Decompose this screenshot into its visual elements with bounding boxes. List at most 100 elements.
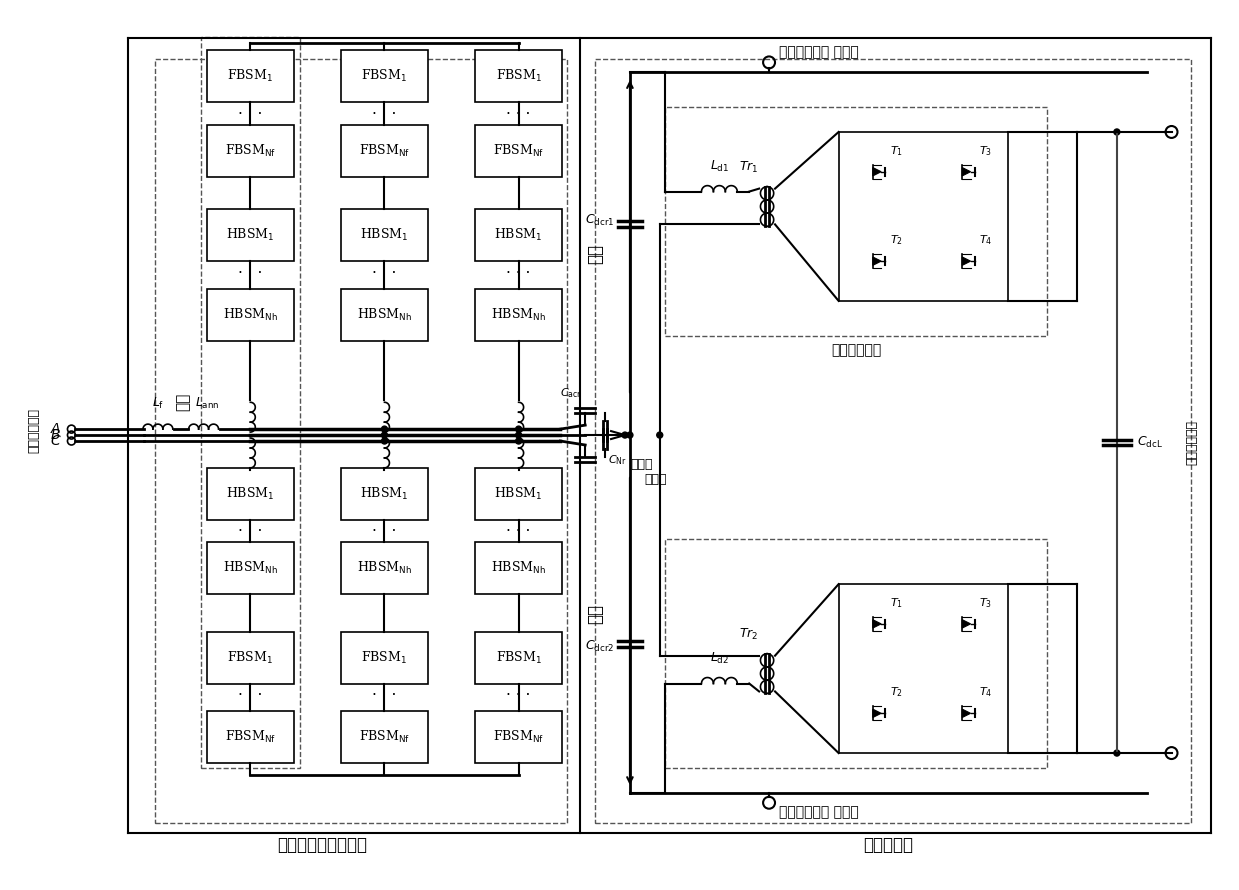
Circle shape [515, 426, 522, 432]
Text: $L_{\mathrm{d2}}$: $L_{\mathrm{d2}}$ [710, 651, 729, 666]
Bar [475, 711, 563, 763]
Text: FBSM$_{1}$: FBSM$_{1}$ [496, 650, 541, 666]
Text: FBSM$_{\mathrm{Nf}}$: FBSM$_{\mathrm{Nf}}$ [359, 729, 410, 745]
Text: 桥臂: 桥臂 [175, 393, 191, 411]
Text: FBSM$_{\mathrm{Nf}}$: FBSM$_{\mathrm{Nf}}$ [224, 142, 276, 159]
Bar [475, 468, 563, 520]
Text: $T_{2}$: $T_{2}$ [890, 685, 903, 700]
Text: FBSM$_{1}$: FBSM$_{1}$ [362, 650, 408, 666]
Text: · · ·: · · · [372, 107, 396, 122]
Bar [475, 209, 563, 261]
Text: A: A [51, 422, 61, 436]
Circle shape [515, 438, 522, 444]
Circle shape [1114, 750, 1120, 756]
Polygon shape [963, 257, 970, 265]
Text: 下側: 下側 [586, 604, 605, 624]
Circle shape [382, 426, 388, 432]
Text: HBSM$_{\mathrm{Nh}}$: HBSM$_{\mathrm{Nh}}$ [357, 307, 411, 323]
Bar [155, 60, 567, 822]
Text: FBSM$_{1}$: FBSM$_{1}$ [496, 69, 541, 85]
Circle shape [627, 432, 633, 438]
Text: 高频变换器: 高频变换器 [864, 837, 913, 854]
Bar [595, 60, 1192, 822]
Circle shape [1114, 129, 1120, 135]
Text: · · ·: · · · [238, 524, 263, 539]
Text: $Tr_{1}$: $Tr_{1}$ [740, 159, 760, 174]
Bar [475, 289, 563, 341]
Text: $L_{\mathrm{ann}}$: $L_{\mathrm{ann}}$ [196, 396, 219, 411]
Text: B: B [51, 428, 61, 442]
Bar [839, 584, 1007, 753]
Text: · · ·: · · · [372, 265, 396, 280]
Text: HBSM$_{1}$: HBSM$_{1}$ [227, 227, 275, 243]
Text: FBSM$_{\mathrm{Nf}}$: FBSM$_{\mathrm{Nf}}$ [493, 729, 544, 745]
Text: $T_{3}$: $T_{3}$ [979, 596, 992, 610]
Text: HBSM$_{\mathrm{Nh}}$: HBSM$_{\mathrm{Nh}}$ [491, 560, 546, 577]
Polygon shape [872, 167, 881, 176]
Text: FBSM$_{1}$: FBSM$_{1}$ [227, 69, 274, 85]
Text: 中性点: 中性点 [629, 458, 653, 472]
Text: $Tr_{2}$: $Tr_{2}$ [740, 627, 758, 642]
Text: HBSM$_{1}$: HBSM$_{1}$ [494, 486, 543, 502]
Text: 高频变换单元: 高频变换单元 [831, 344, 881, 358]
Text: HBSM$_{1}$: HBSM$_{1}$ [227, 486, 275, 502]
Circle shape [382, 432, 388, 438]
Bar [341, 542, 429, 594]
Text: FBSM$_{\mathrm{Nf}}$: FBSM$_{\mathrm{Nf}}$ [493, 142, 544, 159]
Bar [341, 711, 429, 763]
Text: HBSM$_{1}$: HBSM$_{1}$ [494, 227, 543, 243]
Bar [664, 107, 1047, 336]
Text: HBSM$_{\mathrm{Nh}}$: HBSM$_{\mathrm{Nh}}$ [357, 560, 411, 577]
Text: 高压直流母线 正母线: 高压直流母线 正母线 [779, 45, 859, 60]
Text: $T_{1}$: $T_{1}$ [890, 144, 903, 158]
Text: 模块化多电平换流器: 模块化多电平换流器 [276, 837, 367, 854]
Polygon shape [963, 619, 970, 628]
Bar [207, 289, 294, 341]
Bar [475, 632, 563, 684]
Text: $L_{\mathrm{d1}}$: $L_{\mathrm{d1}}$ [710, 158, 729, 174]
Bar [839, 132, 1007, 301]
Polygon shape [963, 167, 970, 176]
Text: 高压直流母线 负母线: 高压直流母线 负母线 [779, 805, 859, 820]
Text: $C_{\mathrm{dcr2}}$: $C_{\mathrm{dcr2}}$ [585, 639, 615, 654]
Polygon shape [963, 709, 970, 717]
Text: FBSM$_{1}$: FBSM$_{1}$ [362, 69, 408, 85]
Text: · · ·: · · · [372, 524, 396, 539]
Bar [664, 539, 1047, 768]
Text: $T_{1}$: $T_{1}$ [890, 596, 903, 610]
Text: · · ·: · · · [238, 265, 263, 280]
Text: $C_{\mathrm{dcr1}}$: $C_{\mathrm{dcr1}}$ [585, 214, 615, 229]
Text: C: C [51, 434, 61, 448]
Circle shape [382, 438, 388, 444]
Text: $T_{2}$: $T_{2}$ [890, 233, 903, 247]
Text: $T_{4}$: $T_{4}$ [979, 233, 992, 247]
Text: HBSM$_{\mathrm{Nh}}$: HBSM$_{\mathrm{Nh}}$ [223, 560, 278, 577]
Text: FBSM$_{1}$: FBSM$_{1}$ [227, 650, 274, 666]
Bar [341, 125, 429, 177]
Text: HBSM$_{\mathrm{Nh}}$: HBSM$_{\mathrm{Nh}}$ [223, 307, 278, 323]
Bar [207, 125, 294, 177]
Bar [475, 125, 563, 177]
Text: $T_{3}$: $T_{3}$ [979, 144, 992, 158]
Text: $L_{\mathrm{f}}$: $L_{\mathrm{f}}$ [151, 396, 164, 411]
Text: · · ·: · · · [507, 107, 530, 122]
Text: $C_{\mathrm{Nr}}$: $C_{\mathrm{Nr}}$ [608, 453, 627, 467]
Bar [341, 289, 429, 341]
Text: · · ·: · · · [507, 265, 530, 280]
Text: HBSM$_{1}$: HBSM$_{1}$ [361, 486, 409, 502]
Bar [207, 51, 294, 102]
Bar [207, 632, 294, 684]
Bar [341, 51, 429, 102]
Bar [341, 468, 429, 520]
Bar [207, 542, 294, 594]
Circle shape [622, 432, 628, 438]
Bar [475, 542, 563, 594]
Bar [207, 711, 294, 763]
Text: 低压直流母线: 低压直流母线 [1184, 420, 1198, 465]
Text: 中间点: 中间点 [644, 473, 668, 486]
Bar [207, 468, 294, 520]
Text: 上側: 上側 [586, 244, 605, 263]
Bar [475, 51, 563, 102]
Text: · · ·: · · · [238, 107, 263, 122]
Polygon shape [872, 709, 881, 717]
